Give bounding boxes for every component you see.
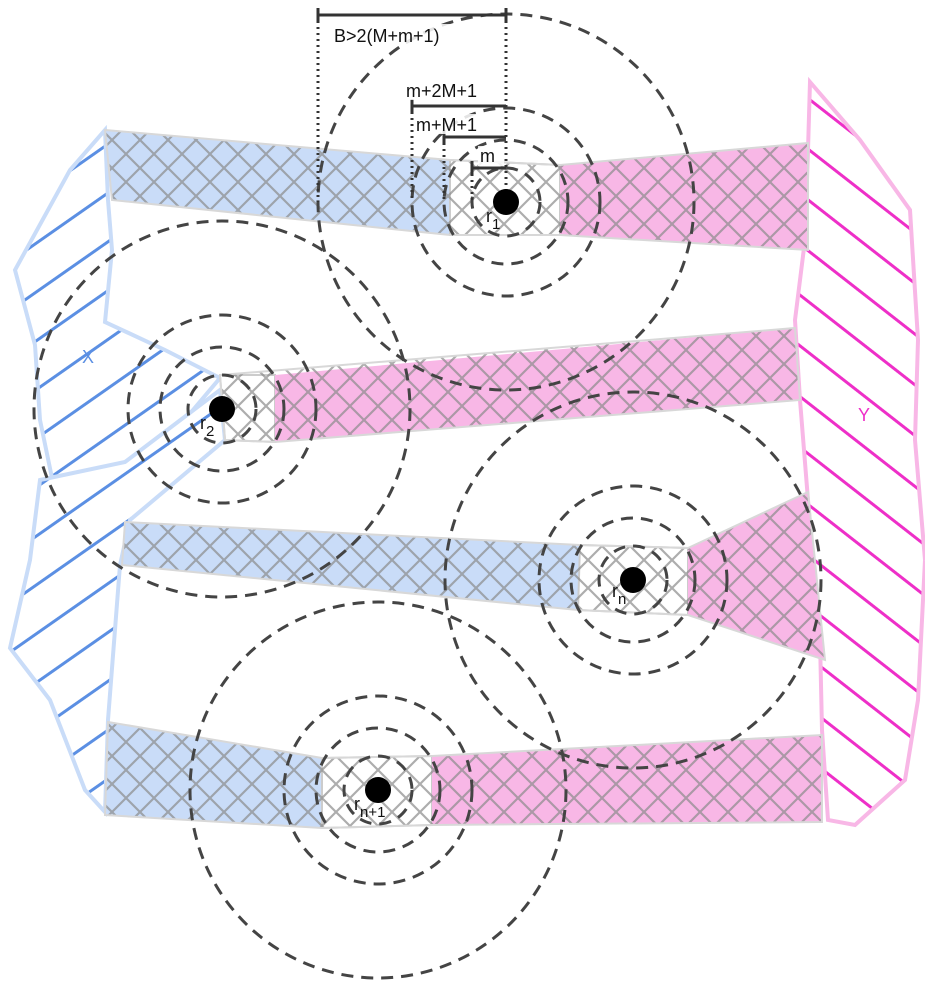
robot-2-circle-b — [32, 219, 412, 599]
robot-1-circle-m2m — [410, 106, 602, 298]
robot-n1-circle-m2m — [282, 694, 474, 886]
m-label: m — [480, 146, 495, 166]
robot-1-dot — [493, 189, 519, 215]
region-x-lower — [7, 386, 228, 817]
robot-n1-label: rn+1 — [354, 794, 385, 821]
robot-n-dot — [620, 567, 646, 593]
robot-1-circle-m — [470, 166, 542, 238]
m2m-label: m+2M+1 — [406, 81, 477, 101]
corridor-1 — [103, 128, 809, 252]
robot-2-circle-m2m — [126, 313, 318, 505]
robot-n1: rn+1 — [354, 777, 391, 821]
region-x-label: X — [82, 347, 94, 367]
robot-2: r2 — [200, 396, 235, 440]
robot-1-label: r1 — [486, 206, 500, 233]
corridor-4 — [103, 720, 823, 830]
robot-n-circle-m — [597, 544, 669, 616]
measurement-bars: B>2(M+m+1) m+2M+1 m+M+1 m — [316, 8, 508, 202]
region-x: X — [7, 124, 228, 817]
robot-n1-dot — [365, 777, 391, 803]
robot-1: r1 — [486, 189, 519, 233]
b-label: B>2(M+m+1) — [334, 26, 440, 46]
robot-2-circle-m — [186, 373, 258, 445]
robot-n1-circles — [188, 600, 568, 980]
robot-n1-circle-b — [188, 600, 568, 980]
region-y: Y — [792, 76, 925, 828]
robot-n1-circle-m — [342, 754, 414, 826]
robot-n-circle-m2m — [537, 484, 729, 676]
robot-n-circles — [443, 390, 823, 770]
robot-n: rn — [612, 567, 646, 608]
robot-n-label: rn — [612, 581, 626, 608]
robot-1-circle-mm — [442, 138, 570, 266]
robot-n-circle-b — [443, 390, 823, 770]
region-y-shape — [792, 76, 925, 828]
robot-n-circle-mm — [569, 516, 697, 644]
corridor-3 — [120, 490, 827, 662]
robot-2-dot — [209, 396, 235, 422]
robot-2-circle-mm — [158, 345, 286, 473]
mm-label: m+M+1 — [416, 115, 477, 135]
region-y-label: Y — [858, 405, 870, 425]
corridor-2 — [218, 326, 802, 444]
robot-2-label: r2 — [200, 413, 214, 440]
robot-2-circles — [32, 219, 412, 599]
robot-n1-circle-mm — [314, 726, 442, 854]
